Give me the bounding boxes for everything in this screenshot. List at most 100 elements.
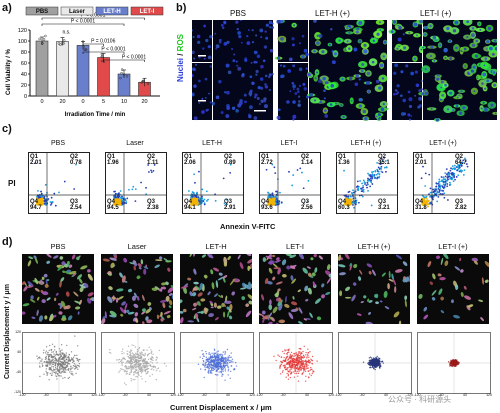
displacement-point	[202, 353, 204, 356]
nucleus	[324, 114, 329, 118]
flow-event	[372, 170, 375, 173]
flow-event	[435, 182, 438, 185]
replicate-point	[57, 42, 61, 45]
displacement-point	[300, 358, 302, 360]
flow-event	[301, 171, 303, 174]
displacement-point	[130, 363, 132, 365]
nucleus	[292, 114, 297, 119]
scatter-x-tick: -40	[201, 393, 207, 397]
displacement-point	[227, 358, 229, 360]
tracked-cell	[193, 268, 197, 275]
displacement-point	[62, 363, 64, 366]
sig-label: P = 0.0106	[91, 39, 115, 45]
flow-event	[444, 178, 446, 181]
quadrant-value: 0.78	[70, 160, 82, 166]
nucleus	[349, 76, 353, 81]
displacement-point	[147, 353, 150, 356]
displacement-point	[297, 372, 300, 375]
displacement-point	[294, 369, 296, 371]
displacement-scatter	[101, 332, 175, 394]
tracked-cell	[193, 281, 199, 285]
panel-letter-a: a)	[2, 2, 12, 14]
sig-label: P < 0.0001	[71, 19, 95, 25]
tracked-cell	[218, 294, 222, 298]
displacement-point	[58, 348, 61, 350]
nucleus	[260, 99, 264, 104]
displacement-point	[282, 365, 285, 367]
nucleus	[480, 107, 483, 110]
tracked-cell	[180, 317, 184, 324]
nucleus	[320, 101, 323, 104]
displacement-point	[134, 346, 137, 348]
nucleus	[484, 87, 487, 90]
nucleus	[305, 52, 309, 57]
flow-event	[373, 174, 376, 176]
quadrant-value: 1.36	[338, 160, 350, 166]
tracked-cell	[40, 279, 43, 285]
displacement-point	[284, 364, 286, 366]
flow-event	[450, 172, 453, 175]
flow-event	[279, 191, 281, 194]
displacement-point	[136, 372, 138, 374]
displacement-point	[288, 366, 291, 368]
sig-bracket	[41, 17, 145, 20]
scatter-x-tick: 120	[91, 393, 97, 397]
displacement-point	[279, 367, 281, 369]
quadrant-name: Q3	[70, 199, 79, 205]
displacement-point	[228, 359, 230, 362]
flow-event	[40, 195, 43, 198]
scatter-x-tick: -40	[280, 393, 286, 397]
displacement-point	[117, 359, 119, 361]
tracked-cell	[266, 280, 273, 285]
displacement-point	[127, 345, 130, 347]
flow-event	[440, 189, 443, 192]
nucleus	[400, 70, 404, 74]
displacement-point	[46, 364, 48, 366]
flow-event	[462, 162, 464, 164]
flow-event	[201, 188, 204, 191]
displacement-point	[206, 366, 209, 368]
quadrant-label: Q4 94.7	[30, 199, 42, 211]
tracked-cell	[67, 315, 73, 321]
displacement-point	[163, 362, 166, 365]
tracked-cell	[247, 281, 252, 290]
displacement-point	[212, 366, 214, 369]
y-tick-label: 100	[18, 39, 27, 45]
flow-event	[369, 174, 372, 176]
flow-plot	[105, 152, 167, 214]
nucleus	[251, 40, 255, 44]
tracked-cell	[285, 254, 292, 257]
tracked-cell	[80, 265, 88, 270]
migration-col-title: LET-I	[286, 242, 304, 251]
nucleus	[209, 34, 213, 39]
nucleus	[414, 94, 417, 97]
displacement-point	[308, 359, 310, 361]
flow-event	[292, 174, 295, 176]
tracked-cell	[168, 293, 173, 296]
displacement-point	[142, 349, 145, 351]
tracked-cell	[345, 286, 351, 292]
displacement-point	[124, 369, 126, 371]
flow-event	[366, 183, 369, 186]
nucleus	[240, 41, 243, 44]
displacement-point	[374, 363, 376, 365]
nucleus	[227, 70, 232, 75]
displacement-point	[130, 377, 132, 380]
nucleus	[314, 99, 316, 102]
flow-event	[273, 202, 275, 204]
micrograph-tile	[192, 63, 212, 121]
displacement-point	[57, 374, 60, 377]
flow-event	[422, 202, 425, 204]
displacement-point	[56, 378, 58, 380]
nucleus	[226, 40, 230, 44]
flow-plot	[413, 152, 475, 214]
nucleus	[225, 114, 230, 118]
displacement-point	[316, 360, 318, 362]
tracked-cell	[269, 254, 273, 258]
tracked-cell	[321, 283, 325, 288]
displacement-point	[66, 344, 68, 347]
nucleus	[299, 42, 302, 45]
displacement-point	[57, 354, 59, 356]
displacement-point	[202, 364, 205, 366]
flow-event	[427, 205, 429, 208]
